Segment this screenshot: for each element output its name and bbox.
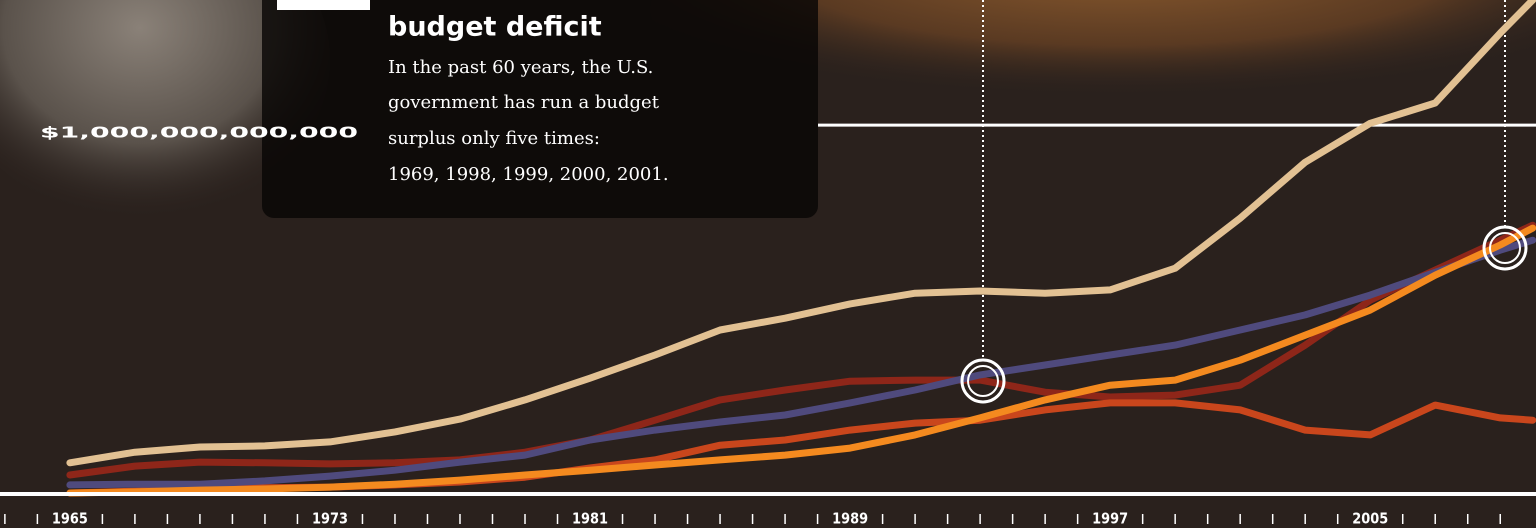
- annotation-box: [262, 0, 818, 218]
- plot: [66, 0, 1536, 497]
- annotation-line: 1969, 1998, 1999, 2000, 2001.: [388, 164, 669, 185]
- series-line: [66, 224, 1536, 497]
- chart-title: budget deficit: [388, 12, 602, 43]
- annotation-line: surplus only five times:: [388, 128, 600, 149]
- y-tick-label: $1,000,000,000,000: [40, 124, 358, 142]
- coin-texture: [650, 0, 1536, 120]
- x-tick-label: 1989: [832, 510, 868, 528]
- annotation-line: government has run a budget: [388, 92, 660, 113]
- coin-texture: [0, 0, 330, 220]
- tag: [277, 0, 370, 10]
- callout-marker: [960, 225, 1528, 404]
- x-tick-label: 1997: [1092, 510, 1128, 528]
- x-tick-label: 2005: [1352, 510, 1388, 528]
- annotation-line: In the past 60 years, the U.S.: [388, 57, 653, 78]
- x-tick-label: 1981: [572, 510, 608, 528]
- series-line: [66, 236, 1536, 489]
- series-line: [66, 221, 1536, 479]
- series-line: [66, 0, 1536, 467]
- x-tick-label: 1965: [52, 510, 88, 528]
- x-tick-label: 1973: [312, 510, 348, 528]
